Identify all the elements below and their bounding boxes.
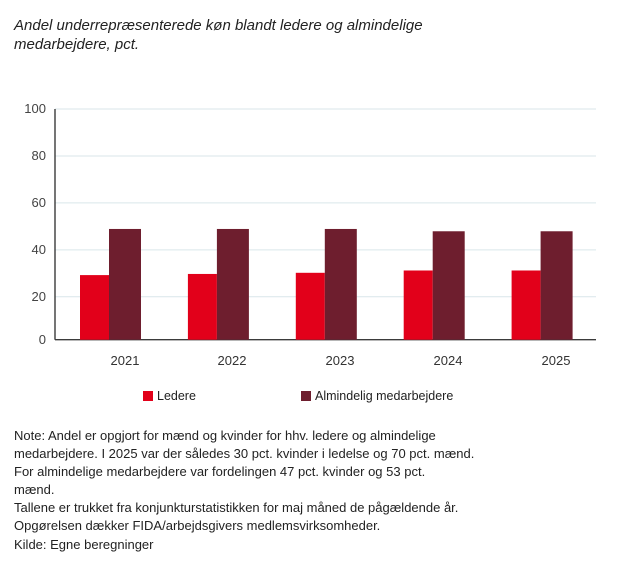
svg-text:100: 100 — [24, 101, 46, 116]
svg-text:40: 40 — [32, 242, 46, 257]
svg-text:80: 80 — [32, 148, 46, 163]
svg-text:2024: 2024 — [434, 353, 463, 368]
svg-text:0: 0 — [39, 332, 46, 347]
svg-text:2022: 2022 — [218, 353, 247, 368]
svg-text:2021: 2021 — [111, 353, 140, 368]
svg-text:2025: 2025 — [542, 353, 571, 368]
svg-text:2023: 2023 — [326, 353, 355, 368]
svg-text:20: 20 — [32, 289, 46, 304]
svg-text:60: 60 — [32, 195, 46, 210]
